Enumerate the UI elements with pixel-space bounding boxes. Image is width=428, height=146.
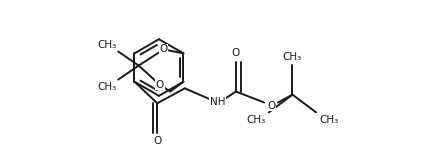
Text: NH: NH [210, 97, 225, 107]
Text: O: O [160, 44, 168, 54]
Text: CH₃: CH₃ [319, 115, 339, 125]
Text: CH₃: CH₃ [247, 115, 266, 125]
Text: CH₃: CH₃ [283, 52, 302, 62]
Text: CH₃: CH₃ [97, 82, 116, 92]
Text: O: O [153, 136, 161, 146]
Text: CH₃: CH₃ [97, 40, 116, 49]
Text: O: O [267, 101, 275, 111]
Text: O: O [156, 80, 164, 90]
Text: O: O [232, 48, 240, 58]
